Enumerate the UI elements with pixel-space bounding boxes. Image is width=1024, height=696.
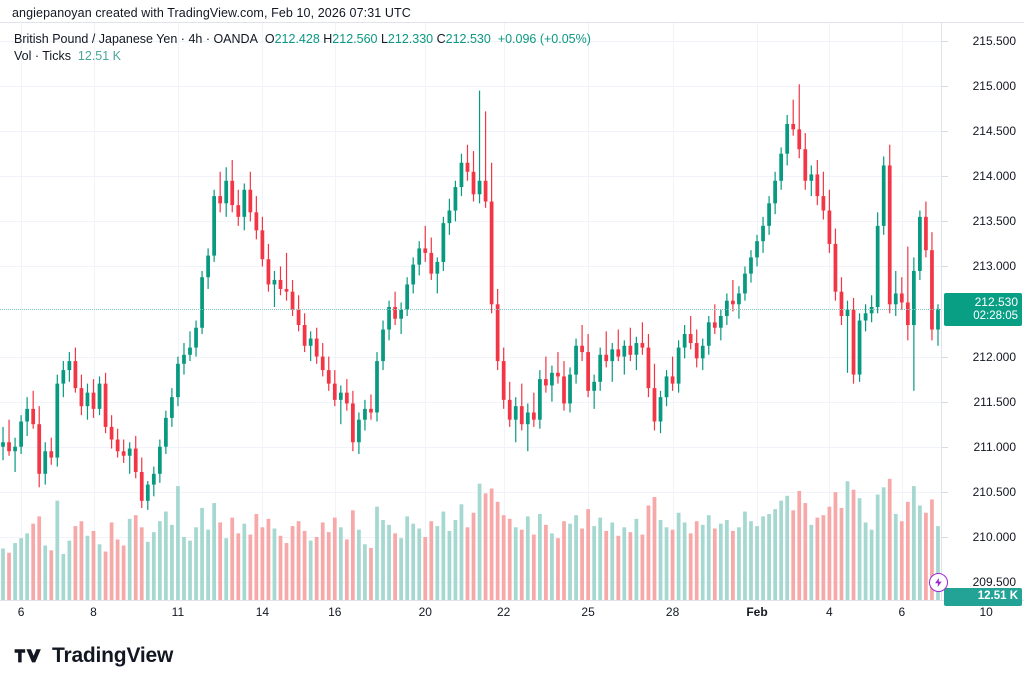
gridline-horizontal (0, 356, 941, 358)
time-axis-label: 6 (17, 605, 25, 619)
chart-plot-area[interactable] (0, 23, 941, 600)
time-axis-label: 11 (171, 605, 185, 619)
time-axis-label: 4 (826, 605, 833, 619)
current-price-value: 212.530 (974, 294, 1018, 309)
gridline-vertical (93, 23, 95, 600)
tradingview-logo-icon (14, 649, 41, 663)
gridline-vertical (21, 23, 23, 600)
price-axis-tick (942, 221, 948, 223)
price-volume-series (1, 84, 940, 600)
chart-frame: 212.530 02:28:05 12.51 K 215.500 215.000 2… (0, 22, 1024, 623)
price-axis[interactable]: 212.530 02:28:05 12.51 K 215.500 215.000 2… (941, 23, 1024, 606)
price-axis-label: 215.000 (972, 79, 1016, 94)
price-axis-tick (942, 131, 948, 133)
price-axis-tick (942, 536, 948, 538)
gridline-horizontal (0, 176, 941, 178)
gridline-vertical (901, 23, 903, 600)
price-axis-tick (942, 491, 948, 493)
gridline-vertical (503, 23, 505, 600)
price-axis-label: 212.000 (972, 349, 1016, 364)
gridline-horizontal (0, 446, 941, 448)
price-axis-tick (942, 356, 948, 358)
tradingview-logo-text: TradingView (52, 644, 174, 667)
tradingview-logo: TradingView (14, 644, 173, 668)
price-axis-tick (942, 401, 948, 403)
gridline-horizontal (0, 582, 941, 583)
price-axis-label: 210.000 (972, 529, 1016, 544)
time-axis-label: 20 (418, 605, 432, 619)
price-axis-tick (942, 176, 948, 178)
current-price-badge[interactable]: 212.530 02:28:05 (944, 292, 1022, 326)
gridline-horizontal (0, 86, 941, 88)
price-axis-tick (942, 266, 948, 268)
time-axis-label: Feb (746, 605, 768, 619)
watermark-text: angiepanoyan created with TradingView.co… (12, 6, 411, 20)
gridline-vertical (588, 23, 590, 600)
time-axis[interactable]: 6 8 11 14 16 20 22 25 28 Feb 4 6 10 (0, 600, 1024, 623)
price-axis-label: 213.000 (972, 259, 1016, 274)
time-axis-label: 16 (328, 605, 342, 619)
gridline-vertical (672, 23, 674, 600)
time-axis-label: 6 (898, 605, 906, 619)
gridline-horizontal (0, 401, 941, 403)
gridline-horizontal (0, 41, 941, 42)
price-axis-tick (942, 446, 948, 448)
gridline-horizontal (0, 491, 941, 493)
gridline-horizontal (0, 131, 941, 133)
time-axis-label: 10 (979, 605, 993, 619)
price-axis-label: 214.500 (972, 124, 1016, 139)
price-axis-label: 215.500 (972, 34, 1016, 48)
time-axis-label: 28 (665, 605, 680, 619)
bolt-icon[interactable] (928, 573, 948, 592)
price-axis-label: 214.000 (972, 169, 1016, 184)
price-axis-label: 213.500 (972, 214, 1016, 229)
gridline-vertical (425, 23, 427, 600)
gridline-vertical (757, 23, 758, 600)
gridline-vertical (177, 23, 179, 600)
price-axis-label: 210.500 (972, 484, 1016, 499)
gridline-horizontal (0, 536, 941, 538)
footer: TradingView (0, 622, 1024, 696)
gridline-horizontal (0, 266, 941, 268)
price-axis-label: 211.500 (973, 394, 1017, 409)
time-axis-label: 25 (581, 605, 595, 619)
bar-countdown: 02:28:05 (973, 309, 1018, 322)
gridline-vertical (334, 23, 336, 600)
time-axis-label: 22 (497, 605, 511, 619)
volume-badge[interactable]: 12.51 K (944, 587, 1022, 606)
time-axis-label: 8 (90, 605, 97, 619)
price-axis-label: 209.500 (972, 575, 1016, 589)
gridline-vertical (829, 23, 831, 600)
price-axis-tick (942, 41, 948, 42)
gridline-horizontal (0, 221, 941, 223)
price-axis-label: 211.000 (973, 439, 1017, 454)
time-axis-label: 14 (255, 605, 270, 619)
gridline-vertical (262, 23, 264, 600)
price-axis-tick (942, 86, 948, 88)
current-price-line (0, 308, 941, 310)
